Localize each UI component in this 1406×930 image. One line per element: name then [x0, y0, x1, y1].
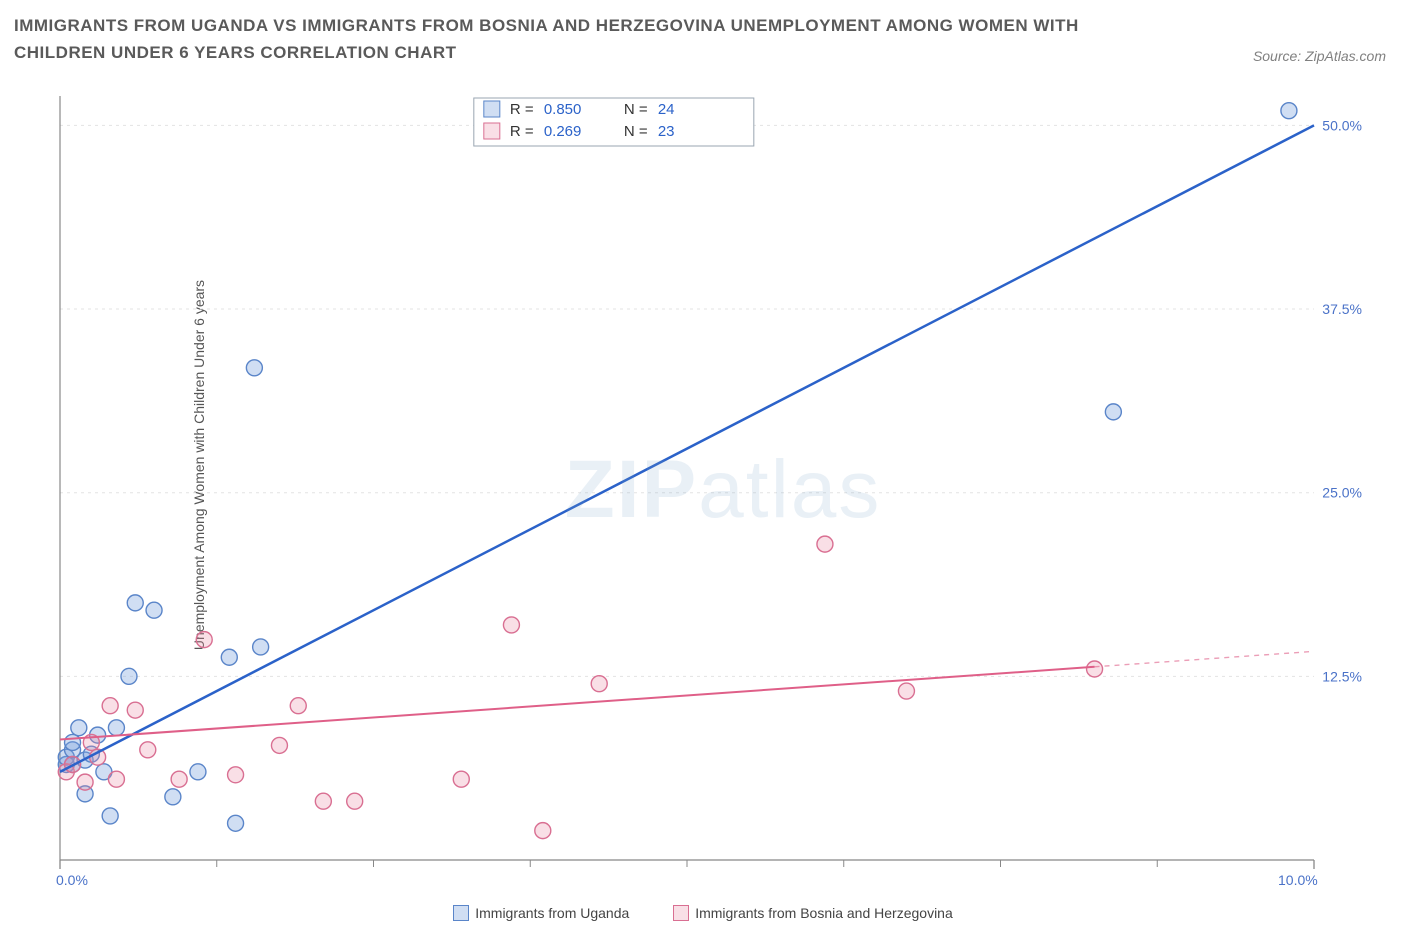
legend-label: Immigrants from Uganda	[475, 905, 629, 921]
x-axis-tick-min: 0.0%	[56, 872, 88, 888]
chart-plot-area: 12.5% 25.0% 37.5% 50.0% R = 0.850 N = 24 R = 0.26…	[52, 90, 1394, 890]
x-axis-tick-max: 10.0%	[1278, 872, 1318, 888]
svg-text:50.0%: 50.0%	[1322, 117, 1362, 133]
legend-item-bosnia: Immigrants from Bosnia and Herzegovina	[673, 905, 953, 921]
legend-item-uganda: Immigrants from Uganda	[453, 905, 629, 921]
legend-swatch-icon	[453, 905, 469, 921]
svg-text:24: 24	[658, 101, 675, 118]
svg-text:R =: R =	[510, 101, 534, 118]
svg-text:0.850: 0.850	[544, 101, 582, 118]
svg-text:0.269: 0.269	[544, 123, 582, 140]
legend-swatch-icon	[673, 905, 689, 921]
svg-text:N =: N =	[624, 101, 648, 118]
svg-text:25.0%: 25.0%	[1322, 485, 1362, 501]
scatter-chart-svg: 12.5% 25.0% 37.5% 50.0% R = 0.850 N = 24 R = 0.26…	[52, 90, 1394, 890]
bottom-legend: Immigrants from Uganda Immigrants from B…	[0, 905, 1406, 924]
svg-text:R =: R =	[510, 123, 534, 140]
svg-text:12.5%: 12.5%	[1322, 668, 1362, 684]
svg-text:23: 23	[658, 123, 675, 140]
svg-text:N =: N =	[624, 123, 648, 140]
svg-text:37.5%: 37.5%	[1322, 301, 1362, 317]
chart-title: IMMIGRANTS FROM UGANDA VS IMMIGRANTS FRO…	[14, 12, 1134, 66]
source-attribution: Source: ZipAtlas.com	[1253, 48, 1386, 64]
legend-label: Immigrants from Bosnia and Herzegovina	[695, 905, 953, 921]
